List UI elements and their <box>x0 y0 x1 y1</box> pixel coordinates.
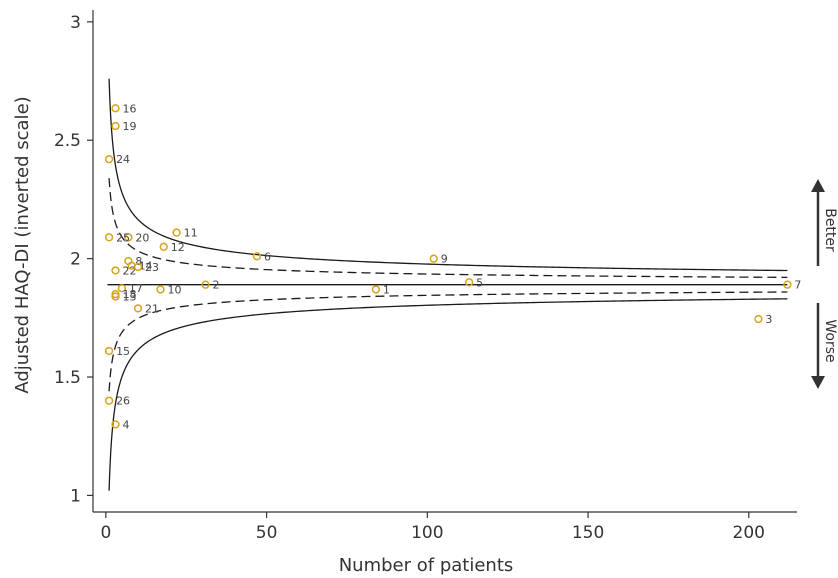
lower-outer-limit <box>108 298 788 491</box>
data-point <box>464 278 474 287</box>
data-point <box>124 233 133 242</box>
point-label: 23 <box>145 261 159 274</box>
data-point <box>252 252 262 261</box>
data-point <box>111 121 120 131</box>
y-tick-label: 1 <box>70 486 81 506</box>
point-label: 13 <box>123 291 137 304</box>
point-label: 20 <box>135 231 149 244</box>
point-label: 1 <box>383 283 390 296</box>
point-label: 26 <box>116 395 130 408</box>
axes: 0 50 100 150 200 1 1.5 2 2.5 3 <box>54 10 797 543</box>
data-point <box>754 314 763 324</box>
data-point <box>117 284 127 293</box>
point-label: 11 <box>184 227 198 240</box>
point-label: 10 <box>168 283 182 296</box>
point-label: 17 <box>129 282 143 295</box>
data-point <box>111 290 120 299</box>
point-label: 8 <box>135 255 142 268</box>
data-point <box>172 228 181 237</box>
point-label: 4 <box>123 418 130 431</box>
x-tick-label: 100 <box>411 523 443 543</box>
point-label: 21 <box>145 302 159 315</box>
data-point <box>104 155 114 164</box>
x-tick-label: 150 <box>572 523 604 543</box>
x-tick-label: 50 <box>256 523 278 543</box>
data-point <box>104 396 114 405</box>
point-label: 2 <box>213 279 220 292</box>
data-point <box>104 346 114 356</box>
point-label: 6 <box>264 250 271 263</box>
y-tick-label: 1.5 <box>54 368 81 388</box>
point-label: 5 <box>476 276 483 289</box>
x-axis-title: Number of patients <box>339 555 514 576</box>
data-point <box>111 266 120 275</box>
x-tick-label: 0 <box>100 523 111 543</box>
point-label: 14 <box>139 260 153 273</box>
data-point <box>133 304 143 313</box>
upper-inner-limit <box>108 178 788 279</box>
point-label: 3 <box>765 313 772 326</box>
y-tick-label: 2 <box>70 250 81 270</box>
better-arrowhead-icon <box>811 179 825 192</box>
point-label: 19 <box>123 120 137 133</box>
worse-annotation: Worse <box>811 303 838 389</box>
y-tick-label: 3 <box>70 13 81 33</box>
x-tick-label: 200 <box>733 523 765 543</box>
data-point <box>371 285 381 294</box>
point-label: 9 <box>441 253 448 266</box>
data-point <box>429 254 438 263</box>
point-label: 22 <box>123 264 137 277</box>
data-point <box>159 242 168 251</box>
better-label: Better <box>822 208 838 252</box>
point-label: 12 <box>171 241 185 254</box>
y-tick-label: 2.5 <box>54 131 81 151</box>
worse-label: Worse <box>822 319 838 362</box>
data-point <box>104 233 114 242</box>
better-annotation: Better <box>811 179 838 266</box>
point-label: 18 <box>123 288 137 301</box>
point-label: 24 <box>116 153 130 166</box>
y-axis-title: Adjusted HAQ-DI (inverted scale) <box>12 96 33 393</box>
control-limits <box>107 78 788 491</box>
point-label: 15 <box>116 345 130 358</box>
point-label: 25 <box>116 231 130 244</box>
data-point <box>133 262 143 272</box>
point-label: 16 <box>123 102 137 115</box>
upper-outer-limit <box>108 78 788 272</box>
data-point <box>111 420 120 429</box>
lower-inner-limit <box>108 291 788 392</box>
data-point <box>111 104 120 113</box>
point-label: 7 <box>794 279 801 292</box>
data-point <box>201 280 210 289</box>
data-point <box>156 285 165 294</box>
worse-arrowhead-icon <box>811 376 825 389</box>
data-point <box>783 280 792 289</box>
